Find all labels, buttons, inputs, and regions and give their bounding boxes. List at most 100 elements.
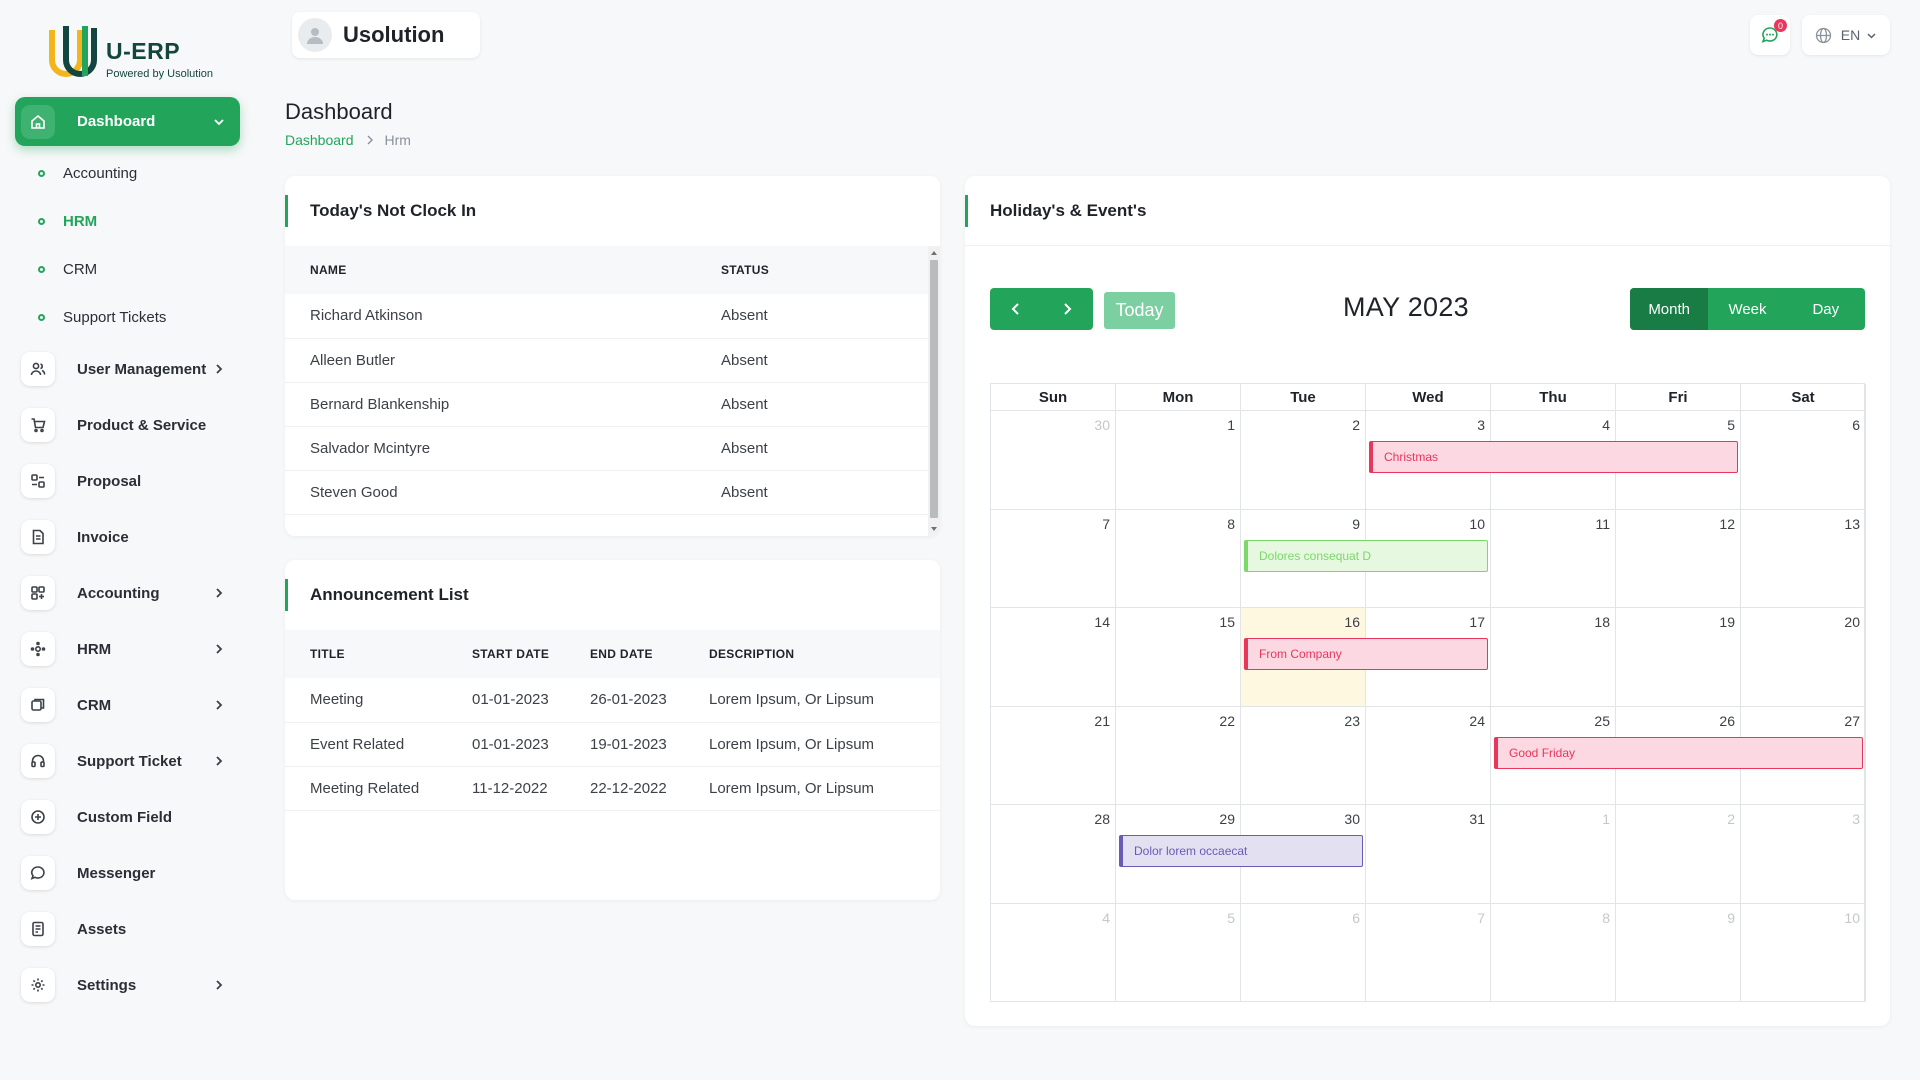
chevron-right-icon <box>212 586 226 600</box>
calendar-day-cell[interactable]: 30 <box>1241 805 1366 904</box>
calendar-day-cell[interactable]: 18 <box>1491 608 1616 707</box>
view-day-button[interactable]: Day <box>1812 300 1840 318</box>
calendar-event[interactable]: Good Friday <box>1494 736 1863 769</box>
day-number: 1 <box>1602 811 1610 827</box>
calendar-day-cell[interactable]: 8 <box>1491 903 1616 1002</box>
day-number: 23 <box>1344 712 1360 729</box>
brand-title: U-ERP <box>106 38 181 64</box>
announcement-description: Lorem Ipsum, Or Lipsum <box>709 766 940 811</box>
calendar-day-cell[interactable]: 11 <box>1491 509 1616 608</box>
breadcrumb-dashboard-link[interactable]: Dashboard <box>285 132 354 148</box>
calendar-day-cell[interactable]: 15 <box>1116 608 1241 707</box>
calendar-event[interactable]: From Company <box>1244 638 1488 670</box>
calendar-day-cell[interactable]: 23 <box>1241 706 1366 805</box>
calendar-event[interactable]: Dolor lorem occaecat <box>1119 835 1363 867</box>
calendar-event[interactable]: Dolores consequat D <box>1244 539 1488 572</box>
prev-month-button[interactable] <box>990 302 1042 316</box>
messages-button[interactable]: 0 <box>1750 15 1790 55</box>
sidebar-subitem-crm[interactable]: CRM <box>38 256 97 282</box>
calendar-day-cell[interactable]: 30 <box>991 411 1116 510</box>
calendar-day-cell[interactable]: 24 <box>1366 706 1491 805</box>
sidebar-item-crm[interactable]: CRM <box>15 681 240 729</box>
calendar-event[interactable]: Christmas <box>1369 441 1738 473</box>
calendar-day-cell[interactable]: 7 <box>1366 903 1491 1002</box>
column-header: DESCRIPTION <box>709 630 940 678</box>
sidebar-item-custom-field[interactable]: Custom Field <box>15 793 240 841</box>
calendar-day-cell[interactable]: 31 <box>1366 805 1491 904</box>
calendar-day-cell[interactable]: 14 <box>991 608 1116 707</box>
calendar-day-cell[interactable]: 3 <box>1741 805 1866 904</box>
calendar-day-cell[interactable]: 19 <box>1616 608 1741 707</box>
calendar-day-cell[interactable]: 2 <box>1241 411 1366 510</box>
calendar-day-cell[interactable]: 8 <box>1116 509 1241 608</box>
view-month-button[interactable]: Month <box>1630 288 1709 330</box>
weekday-header: Sun <box>991 384 1116 411</box>
calendar-day-cell[interactable]: 7 <box>991 509 1116 608</box>
sidebar-item-accounting[interactable]: Accounting <box>15 569 240 617</box>
scroll-thumb[interactable] <box>930 260 938 518</box>
chat-icon <box>1761 27 1778 43</box>
calendar-day-cell[interactable]: 5 <box>1116 903 1241 1002</box>
day-number: 3 <box>1477 417 1485 433</box>
day-number: 17 <box>1469 614 1485 630</box>
calendar-day-cell[interactable]: 5 <box>1616 411 1741 510</box>
sidebar-subitem-hrm[interactable]: HRM <box>38 208 97 234</box>
calendar-day-cell[interactable]: 6 <box>1741 411 1866 510</box>
calendar-day-cell[interactable]: 27 <box>1741 706 1866 805</box>
sidebar-item-user-management[interactable]: User Management <box>15 345 240 393</box>
today-button[interactable]: Today <box>1104 292 1175 329</box>
crm-icon <box>21 688 55 722</box>
sidebar-item-hrm[interactable]: HRM <box>15 625 240 673</box>
calendar-day-cell[interactable]: 12 <box>1616 509 1741 608</box>
sidebar-subitem-support-tickets[interactable]: Support Tickets <box>38 304 166 330</box>
weekday-header: Tue <box>1241 384 1366 411</box>
calendar-day-cell[interactable]: 21 <box>991 706 1116 805</box>
next-month-button[interactable] <box>1042 302 1094 316</box>
sidebar-item-assets[interactable]: Assets <box>15 905 240 953</box>
table-row: Meeting Related 11-12-2022 22-12-2022 Lorem… <box>285 766 940 811</box>
day-number: 3 <box>1852 811 1860 827</box>
sidebar-item-proposal[interactable]: Proposal <box>15 457 240 505</box>
attendance-status: Absent <box>721 338 940 383</box>
calendar-day-cell[interactable]: 1 <box>1491 805 1616 904</box>
calendar-day-cell[interactable]: 13 <box>1741 509 1866 608</box>
calendar-day-cell[interactable]: 10 <box>1741 903 1866 1002</box>
calendar-day-cell[interactable]: 10 <box>1366 509 1491 608</box>
company-name: Usolution <box>343 22 445 47</box>
sidebar-item-dashboard[interactable]: Dashboard <box>15 97 240 146</box>
chevron-right-icon <box>365 132 374 148</box>
sidebar-item-settings[interactable]: Settings <box>15 961 240 1009</box>
card-header: Announcement List <box>285 560 940 630</box>
calendar-day-cell[interactable]: 2 <box>1616 805 1741 904</box>
calendar-day-cell[interactable]: 4 <box>991 903 1116 1002</box>
sidebar-item-product-service[interactable]: Product & Service <box>15 401 240 449</box>
calendar-day-cell[interactable]: 1 <box>1116 411 1241 510</box>
day-number: 6 <box>1852 417 1860 433</box>
chevron-right-icon <box>212 642 226 656</box>
bullet-icon <box>38 169 45 177</box>
sidebar-item-messenger[interactable]: Messenger <box>15 849 240 897</box>
sidebar-item-support-ticket[interactable]: Support Ticket <box>15 737 240 785</box>
sidebar-item-invoice[interactable]: Invoice <box>15 513 240 561</box>
company-switcher[interactable]: Usolution <box>292 12 480 58</box>
day-number: 12 <box>1719 515 1735 532</box>
day-number: 15 <box>1219 614 1235 630</box>
sidebar-subitem-accounting[interactable]: Accounting <box>38 160 137 186</box>
calendar-day-cell[interactable]: 17 <box>1366 608 1491 707</box>
calendar-day-cell[interactable]: 6 <box>1241 903 1366 1002</box>
view-week-button[interactable]: Week <box>1728 300 1767 318</box>
calendar-day-cell[interactable]: 22 <box>1116 706 1241 805</box>
column-header: START DATE <box>472 630 590 678</box>
breadcrumb-current: Hrm <box>384 132 411 148</box>
headset-icon <box>21 744 55 778</box>
employee-name: Bernard Blankenship <box>285 382 721 427</box>
calendar-day-cell[interactable]: 9 <box>1616 903 1741 1002</box>
language-selector[interactable]: EN <box>1802 15 1890 55</box>
column-header: END DATE <box>590 630 709 678</box>
sidebar-item-label: Accounting <box>77 584 160 602</box>
calendar-day-cell[interactable]: 20 <box>1741 608 1866 707</box>
brand-logo[interactable]: U-ERP Powered by Usolution <box>46 22 236 84</box>
scroll-up-icon <box>931 251 937 255</box>
table-scrollbar[interactable] <box>928 246 940 536</box>
calendar-day-cell[interactable]: 28 <box>991 805 1116 904</box>
